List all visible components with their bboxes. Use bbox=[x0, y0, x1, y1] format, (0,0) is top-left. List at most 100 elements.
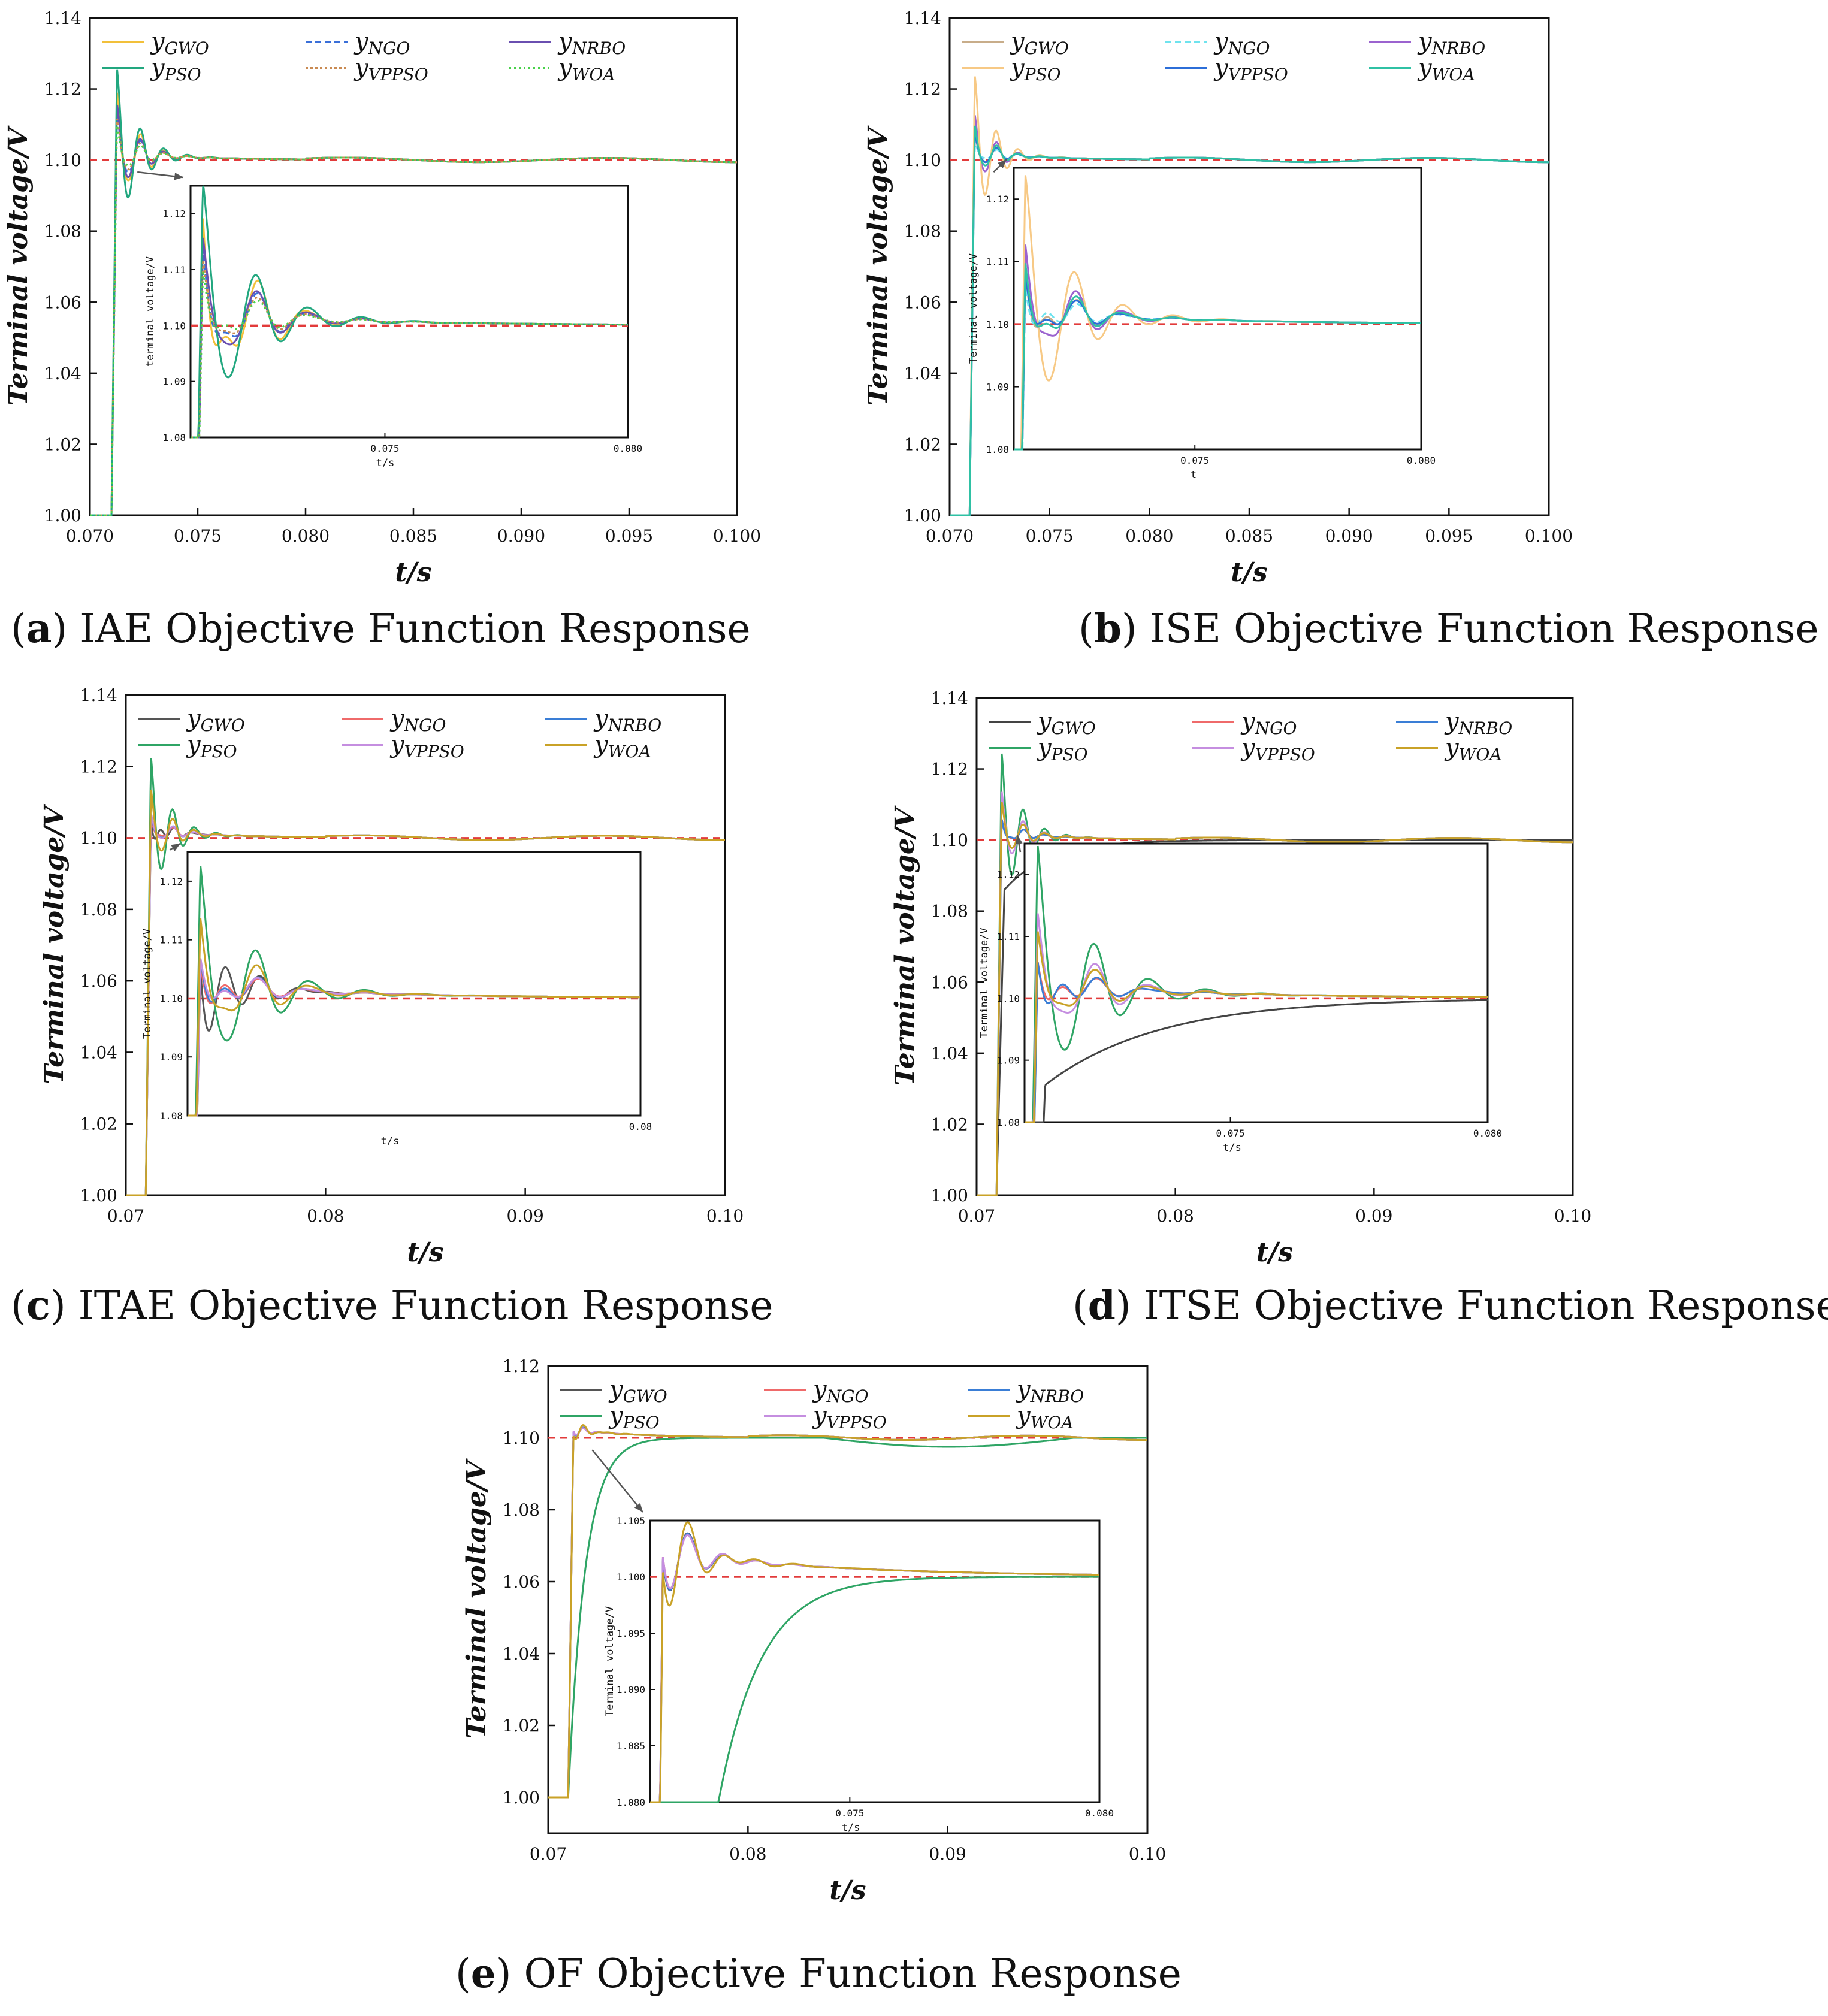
y-tick-label: 1.04 bbox=[44, 364, 81, 383]
x-tick-label: 0.085 bbox=[1225, 526, 1273, 546]
y-tick-label: 1.10 bbox=[931, 830, 968, 850]
y-tick-label: 1.08 bbox=[80, 900, 117, 920]
inset-y-tick-label: 1.11 bbox=[996, 931, 1020, 942]
y-tick-label: 1.00 bbox=[80, 1186, 117, 1205]
legend-entry-woa: yWOA bbox=[593, 731, 651, 761]
y-tick-label: 1.08 bbox=[503, 1500, 540, 1520]
inset-x-tick-label: 0.08 bbox=[629, 1121, 652, 1132]
legend-entry-nrbo: yNRBO bbox=[593, 705, 661, 735]
x-tick-label: 0.100 bbox=[713, 526, 761, 546]
caption-b-text: ISE Objective Function Response bbox=[1149, 606, 1819, 652]
caption-c-letter: c bbox=[26, 1282, 50, 1329]
inset-series-line-woa bbox=[650, 1521, 1099, 1803]
legend-entry-woa: yWOA bbox=[1444, 734, 1502, 764]
legend-entry-pso: yPSO bbox=[150, 54, 201, 84]
x-tick-label: 0.09 bbox=[506, 1206, 543, 1226]
inset-x-tick-label: 0.075 bbox=[370, 443, 399, 454]
x-tick-label: 0.08 bbox=[307, 1206, 344, 1226]
panel-e: 1.00 1.02 1.04 1.06 1.08 1.10 1.12 0.07 0.08 0.09… bbox=[443, 1342, 1222, 1941]
legend-entry-gwo: yGWO bbox=[150, 28, 209, 58]
y-tick-label: 1.10 bbox=[503, 1428, 540, 1448]
x-tick-label: 0.070 bbox=[926, 526, 974, 546]
series-line-woa bbox=[90, 125, 737, 516]
y-tick-label: 1.12 bbox=[931, 760, 968, 779]
y-tick-label: 1.00 bbox=[503, 1788, 540, 1808]
legend-entry-nrbo: yNRBO bbox=[1417, 28, 1485, 58]
inset-series-line-woa bbox=[1025, 931, 1488, 1123]
legend-entry-ngo: yNGO bbox=[812, 1376, 868, 1406]
chart-a: 1.00 1.02 1.04 1.06 1.08 1.10 1.12 1.14 0.070 0.0… bbox=[3, 8, 761, 588]
panel-c: 1.00 1.02 1.04 1.06 1.08 1.10 1.12 1.14 0.07 0.08… bbox=[0, 677, 899, 1276]
y-tick-label: 1.02 bbox=[503, 1716, 540, 1736]
x-tick-label: 0.090 bbox=[497, 526, 545, 546]
inset-y-tick-label: 1.12 bbox=[162, 208, 186, 220]
x-tick-label: 0.10 bbox=[1554, 1206, 1591, 1226]
y-tick-label: 1.02 bbox=[80, 1114, 117, 1134]
y-axis-label: Terminal voltage/V bbox=[39, 804, 70, 1084]
legend-entry-woa: yWOA bbox=[557, 54, 615, 84]
caption-d-letter: d bbox=[1087, 1282, 1116, 1329]
inset-frame bbox=[1013, 167, 1422, 451]
x-tick-label: 0.080 bbox=[282, 526, 330, 546]
inset-y-tick-label: 1.10 bbox=[996, 993, 1020, 1004]
y-tick-label: 1.00 bbox=[931, 1186, 968, 1205]
caption-a: (a) IAE Objective Function Response bbox=[11, 605, 751, 652]
x-axis-label: t/s bbox=[829, 1875, 866, 1906]
y-tick-label: 1.08 bbox=[904, 222, 941, 241]
inset-y-tick-label: 1.08 bbox=[996, 1117, 1020, 1128]
y-tick-label: 1.14 bbox=[904, 8, 941, 28]
x-axis-label: t/s bbox=[395, 557, 431, 588]
inset-x-axis-label: t/s bbox=[842, 1822, 860, 1834]
x-tick-label: 0.08 bbox=[1156, 1206, 1194, 1226]
caption-e: (e) OF Objective Function Response bbox=[455, 1950, 1182, 1997]
caption-c-text: ITAE Objective Function Response bbox=[78, 1283, 773, 1329]
inset-y-tick-label: 1.100 bbox=[617, 1571, 645, 1583]
inset-x-tick-label: 0.080 bbox=[1085, 1808, 1114, 1819]
inset-y-tick-label: 1.11 bbox=[162, 264, 186, 276]
inset-y-axis-label: Terminal voltage/V bbox=[141, 929, 153, 1039]
y-tick-label: 1.10 bbox=[80, 829, 117, 848]
legend-entry-nrbo: yNRBO bbox=[1016, 1376, 1084, 1406]
caption-b-letter: b bbox=[1093, 605, 1122, 652]
series-line-woa bbox=[977, 802, 1573, 1196]
y-tick-label: 1.14 bbox=[80, 685, 117, 705]
inset-frame bbox=[189, 185, 629, 439]
caption-a-letter: a bbox=[26, 605, 52, 652]
x-tick-label: 0.095 bbox=[1425, 526, 1473, 546]
y-tick-label: 1.10 bbox=[904, 150, 941, 170]
inset-y-tick-label: 1.10 bbox=[162, 320, 186, 331]
series-line-woa bbox=[548, 1424, 1147, 1799]
legend-entry-pso: yPSO bbox=[186, 731, 237, 761]
x-tick-label: 0.07 bbox=[107, 1206, 144, 1226]
y-axis-label: Terminal voltage/V bbox=[461, 1458, 492, 1739]
zoom-arrow-head bbox=[634, 1503, 643, 1512]
legend-entry-woa: yWOA bbox=[1417, 54, 1475, 84]
inset-y-tick-label: 1.10 bbox=[159, 993, 183, 1004]
y-tick-label: 1.04 bbox=[904, 364, 941, 383]
y-tick-label: 1.04 bbox=[931, 1044, 968, 1063]
panel-d: 1.00 1.02 1.04 1.06 1.08 1.10 1.12 1.14 0.07 0.08… bbox=[890, 677, 1828, 1276]
y-axis-label: Terminal voltage/V bbox=[890, 805, 920, 1086]
inset-x-tick-label: 0.075 bbox=[1180, 455, 1209, 466]
inset-frame bbox=[1023, 842, 1489, 1123]
inset-y-tick-label: 1.085 bbox=[617, 1740, 645, 1752]
inset-x-tick-label: 0.075 bbox=[835, 1808, 864, 1819]
inset-x-axis-label: t/s bbox=[1223, 1142, 1241, 1154]
chart-e: 1.00 1.02 1.04 1.06 1.08 1.10 1.12 0.07 0.08 0.09… bbox=[461, 1356, 1166, 1906]
panel-b: 1.00 1.02 1.04 1.06 1.08 1.10 1.12 1.14 0.070 0.0… bbox=[863, 0, 1828, 599]
y-tick-label: 1.06 bbox=[80, 971, 117, 991]
inset-y-tick-label: 1.10 bbox=[986, 319, 1009, 330]
legend-entry-woa: yWOA bbox=[1016, 1402, 1074, 1432]
chart-c: 1.00 1.02 1.04 1.06 1.08 1.10 1.12 1.14 0.07 0.08… bbox=[39, 685, 744, 1268]
zoom-arrow-head bbox=[998, 159, 1007, 168]
inset-y-tick-label: 1.12 bbox=[986, 194, 1009, 205]
inset-y-tick-label: 1.08 bbox=[162, 432, 186, 443]
x-tick-label: 0.10 bbox=[706, 1206, 744, 1226]
x-tick-label: 0.070 bbox=[66, 526, 114, 546]
x-axis-label: t/s bbox=[1231, 557, 1267, 588]
series-line-pso bbox=[548, 1437, 1147, 1799]
x-tick-label: 0.09 bbox=[1355, 1206, 1392, 1226]
inset-y-tick-label: 1.080 bbox=[617, 1797, 645, 1808]
inset-x-tick-label: 0.075 bbox=[1216, 1128, 1244, 1139]
inset-y-tick-label: 1.09 bbox=[986, 382, 1009, 393]
